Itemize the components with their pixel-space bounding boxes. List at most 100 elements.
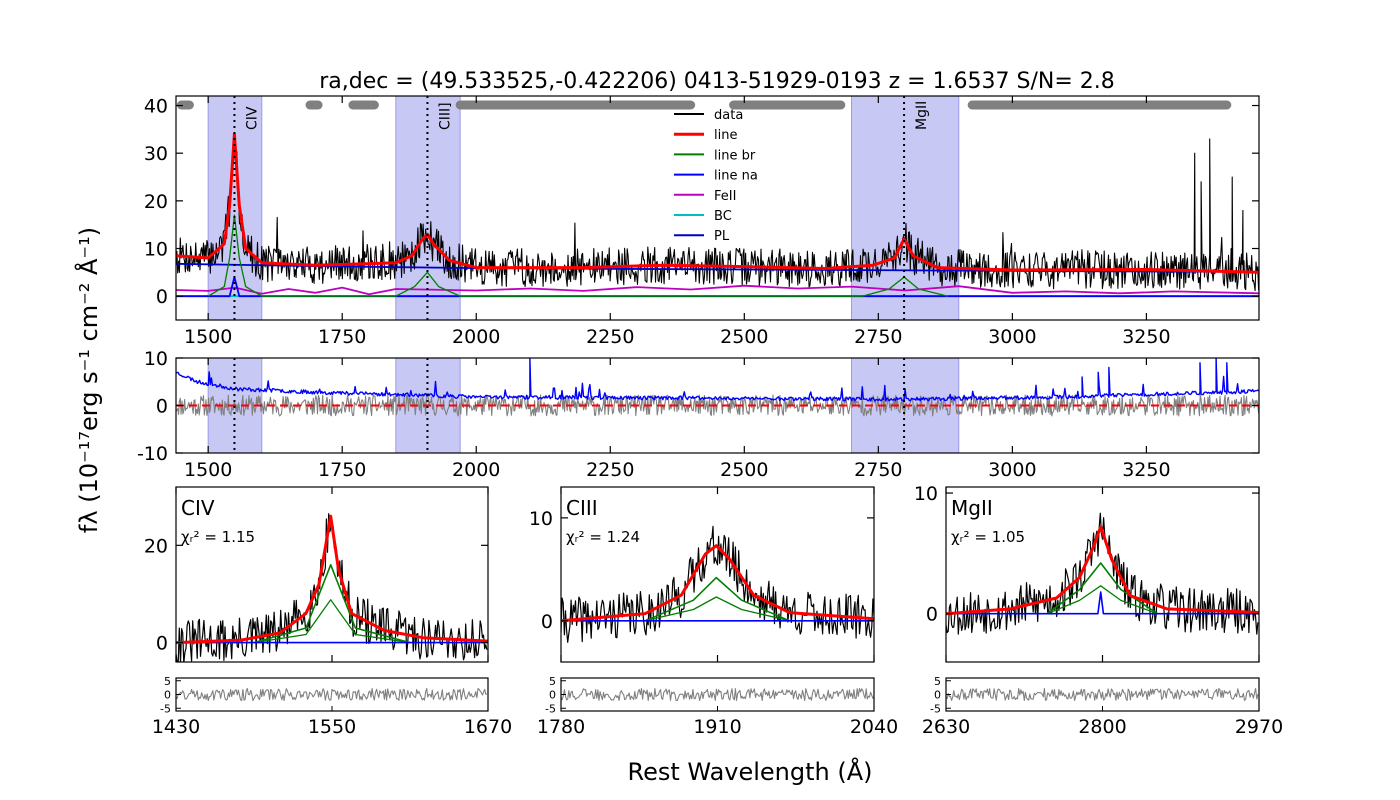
x-tick-label: 2800 xyxy=(1078,716,1126,738)
series-line xyxy=(176,132,1259,274)
x-tick-label: 3000 xyxy=(988,459,1036,481)
y-axis-label: fλ (10⁻¹⁷erg s⁻¹ cm⁻² Å⁻¹) xyxy=(74,227,103,533)
y-tick-label: 0 xyxy=(156,396,168,418)
x-tick-label: 1780 xyxy=(537,716,585,738)
x-tick-label: 1550 xyxy=(308,716,356,738)
x-tick-label: 2750 xyxy=(854,459,902,481)
series-error xyxy=(176,358,1259,402)
chi-square-label: χᵣ² = 1.05 xyxy=(951,528,1025,546)
x-tick-label: 2500 xyxy=(720,459,768,481)
plot-area xyxy=(176,358,1259,453)
y-tick-label: 10 xyxy=(144,348,168,370)
series-residual xyxy=(561,687,874,702)
residual-y-tick-label: -5 xyxy=(160,702,171,715)
plot-area xyxy=(176,513,488,662)
series-line-br xyxy=(207,214,949,297)
y-tick-label: 10 xyxy=(144,239,168,261)
y-tick-label: 0 xyxy=(541,611,553,633)
x-tick-label: 1750 xyxy=(318,326,366,348)
residual-y-tick-label: 0 xyxy=(934,689,941,702)
x-tick-label: 2040 xyxy=(850,716,898,738)
x-tick-label: 2500 xyxy=(720,326,768,348)
panel-label: MgII xyxy=(951,496,993,520)
x-tick-label: 2000 xyxy=(452,326,500,348)
series-feii xyxy=(176,284,1259,296)
plot-frame xyxy=(945,486,1260,663)
y-tick-label: 10 xyxy=(529,508,553,530)
x-tick-label: 1910 xyxy=(693,716,741,738)
residual-y-tick-label: 0 xyxy=(549,689,556,702)
x-tick-label: 3000 xyxy=(988,326,1036,348)
series-line-na xyxy=(946,591,1259,615)
series-residual xyxy=(176,687,488,702)
x-tick-label: 2970 xyxy=(1235,716,1283,738)
series-residual xyxy=(176,394,1259,417)
residual-y-tick-label: -5 xyxy=(545,702,556,715)
fit-window-shade xyxy=(851,96,960,320)
series-data xyxy=(946,512,1259,635)
line-marker-label: MgII xyxy=(914,101,930,130)
legend-label: line xyxy=(714,128,737,143)
chi-square-label: χᵣ² = 1.24 xyxy=(566,528,640,546)
x-tick-label: 2630 xyxy=(922,716,970,738)
residual-y-tick-label: 0 xyxy=(164,689,171,702)
residual-area xyxy=(946,687,1259,702)
series-line-br-component xyxy=(253,599,411,644)
series-line-br-component xyxy=(1047,585,1158,615)
x-tick-label: 3250 xyxy=(1122,326,1170,348)
residual-area xyxy=(561,687,874,702)
series-line-br xyxy=(644,576,791,622)
panel-label: CIII xyxy=(566,496,598,520)
y-tick-label: 0 xyxy=(926,604,938,626)
plot-area xyxy=(561,525,874,643)
x-tick-label: 1750 xyxy=(318,459,366,481)
x-axis-label: Rest Wavelength (Å) xyxy=(627,757,872,786)
series-line-br-component xyxy=(645,596,790,622)
panel-full-residual: 1500 1750 2000 2250 2500 2750 3000 3250 -10 0 10 xyxy=(137,348,1260,481)
residual-area xyxy=(176,687,488,702)
x-tick-label: 3250 xyxy=(1122,459,1170,481)
residual-y-tick-label: 5 xyxy=(164,675,171,688)
legend-label: line na xyxy=(714,169,758,184)
residual-y-tick-label: -5 xyxy=(930,702,941,715)
plot-frame xyxy=(560,486,875,663)
y-tick-label: 20 xyxy=(144,191,168,213)
series-line xyxy=(946,525,1259,616)
series-line xyxy=(561,544,874,623)
legend-label: BC xyxy=(714,209,732,224)
y-tick-label: 0 xyxy=(156,286,168,308)
chi-square-label: χᵣ² = 1.15 xyxy=(181,528,255,546)
plot-area xyxy=(946,512,1259,635)
x-tick-label: 1500 xyxy=(184,459,232,481)
series-line xyxy=(176,514,488,645)
x-tick-label: 2750 xyxy=(854,326,902,348)
figure-title: ra,dec = (49.533525,-0.422206) 0413-5192… xyxy=(319,69,1115,94)
panel-full-spectrum: CIV CIII] MgII data line line br line na FeII BC… xyxy=(144,95,1260,348)
y-tick-label: 30 xyxy=(144,143,168,165)
x-tick-label: 2250 xyxy=(586,326,634,348)
plot-area xyxy=(176,96,1259,320)
residual-y-tick-label: 5 xyxy=(934,675,941,688)
plot-frame xyxy=(175,95,1260,321)
line-marker-label: CIII] xyxy=(437,102,453,130)
y-tick-label: 40 xyxy=(144,96,168,118)
y-tick-label: -10 xyxy=(137,443,168,465)
y-tick-label: 20 xyxy=(144,535,168,557)
x-tick-label: 1430 xyxy=(152,716,200,738)
series-data xyxy=(561,525,874,643)
legend: data line line br line na FeII BC PL xyxy=(674,108,758,244)
panel-label: CIV xyxy=(181,496,215,520)
legend-label: FeII xyxy=(714,189,736,204)
x-tick-label: 1670 xyxy=(464,716,512,738)
legend-label: data xyxy=(714,108,743,123)
legend-label: line br xyxy=(714,148,756,163)
x-tick-label: 1500 xyxy=(184,326,232,348)
y-tick-label: 0 xyxy=(156,633,168,655)
line-marker-label: CIV xyxy=(244,106,260,130)
x-tick-label: 2250 xyxy=(586,459,634,481)
legend-label: PL xyxy=(714,229,730,244)
